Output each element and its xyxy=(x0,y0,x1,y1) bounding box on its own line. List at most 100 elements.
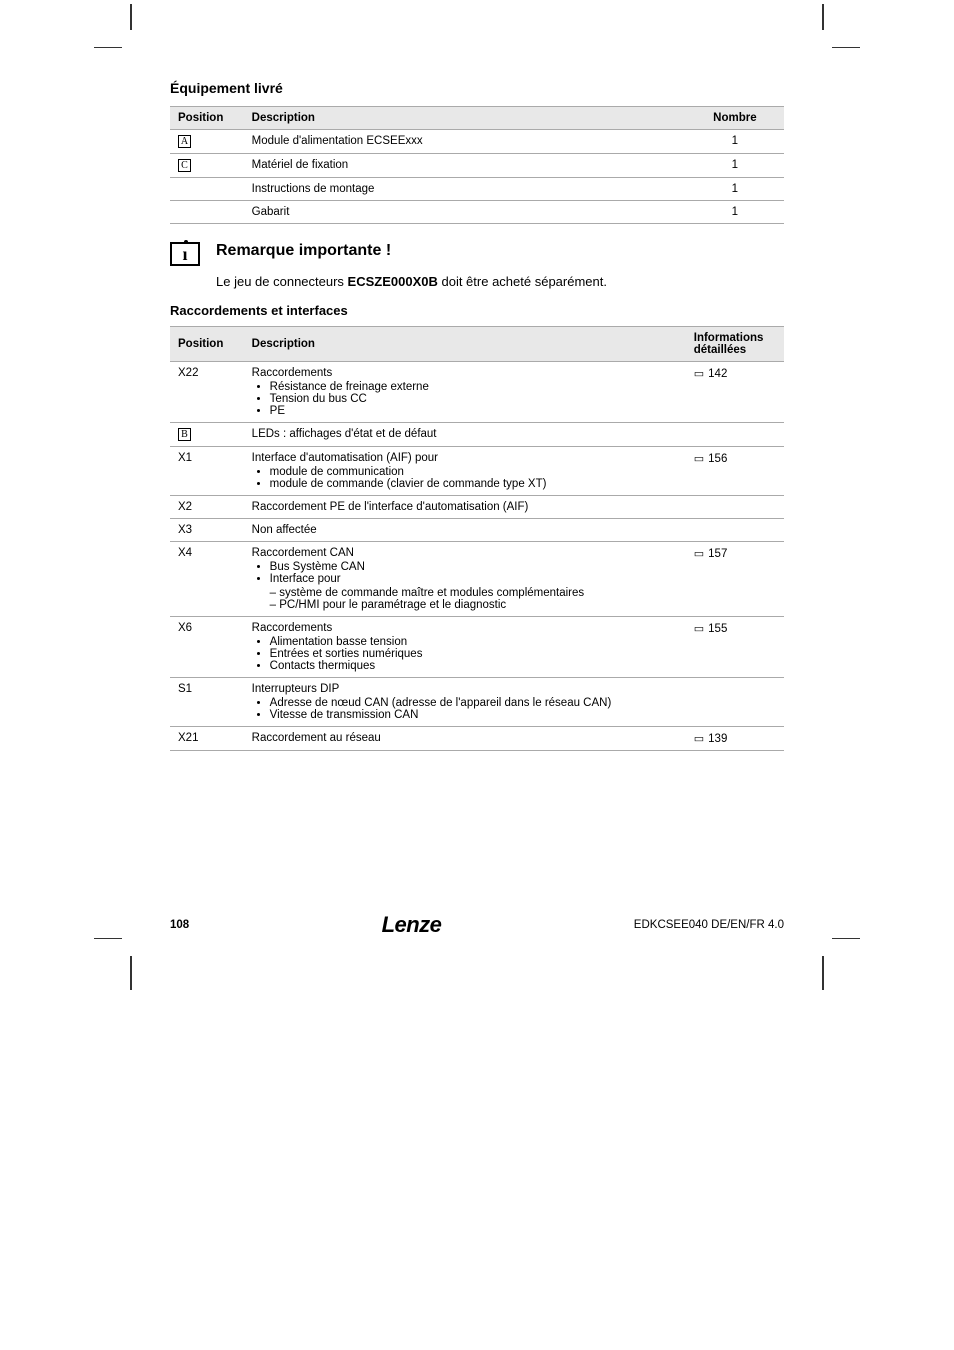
col-info: Informations détaillées xyxy=(686,327,784,362)
cell-position: A xyxy=(170,130,244,154)
list-item: système de commande maître et modules co… xyxy=(270,587,678,599)
note-text-bold: ECSZE000X0B xyxy=(348,274,438,289)
cell-info: 156 xyxy=(686,447,784,496)
book-icon xyxy=(694,548,708,560)
desc-list: Résistance de freinage externe Tension d… xyxy=(252,381,678,417)
list-item: Alimentation basse tension xyxy=(270,636,678,648)
desc-list: module de communication module de comman… xyxy=(252,466,678,490)
book-icon xyxy=(694,623,708,635)
cell-description: Non affectée xyxy=(244,519,686,542)
table-row: X1 Interface d'automatisation (AIF) pour… xyxy=(170,447,784,496)
info-page: 157 xyxy=(708,548,727,560)
col-position: Position xyxy=(170,327,244,362)
table-header-row: Position Description Nombre xyxy=(170,107,784,130)
cell-description: Interrupteurs DIP Adresse de nœud CAN (a… xyxy=(244,678,686,727)
cell-position: S1 xyxy=(170,678,244,727)
cell-description: Interface d'automatisation (AIF) pour mo… xyxy=(244,447,686,496)
list-item: module de communication xyxy=(270,466,678,478)
col-description: Description xyxy=(244,107,686,130)
cell-position: B xyxy=(170,423,244,447)
cell-description: Raccordements Résistance de freinage ext… xyxy=(244,362,686,423)
desc-lead: Raccordements xyxy=(252,622,333,634)
crop-mark-bottom-left xyxy=(94,938,122,956)
info-page: 156 xyxy=(708,453,727,465)
cell-position: X2 xyxy=(170,496,244,519)
book-icon xyxy=(694,453,708,465)
position-icon: A xyxy=(178,135,191,148)
col-description: Description xyxy=(244,327,686,362)
cell-info xyxy=(686,519,784,542)
desc-lead: Interrupteurs DIP xyxy=(252,683,340,695)
col-nombre: Nombre xyxy=(686,107,784,130)
table-row: X21 Raccordement au réseau 139 xyxy=(170,727,784,751)
tick-bottom-left xyxy=(130,968,132,990)
info-page: 142 xyxy=(708,368,727,380)
page-number: 108 xyxy=(170,919,189,931)
cell-info: 142 xyxy=(686,362,784,423)
cell-description: Instructions de montage xyxy=(244,178,686,201)
list-item: Tension du bus CC xyxy=(270,393,678,405)
desc-list: Alimentation basse tension Entrées et so… xyxy=(252,636,678,672)
list-item: Bus Système CAN xyxy=(270,561,678,573)
desc-sublist: système de commande maître et modules co… xyxy=(252,587,678,611)
info-page: 139 xyxy=(708,733,727,745)
crop-mark-bottom-right xyxy=(832,938,860,956)
info-icon: ı xyxy=(170,242,200,266)
table-row: C Matériel de fixation 1 xyxy=(170,154,784,178)
desc-lead: Interface d'automatisation (AIF) pour xyxy=(252,452,438,464)
list-item: Adresse de nœud CAN (adresse de l'appare… xyxy=(270,697,678,709)
cell-description: LEDs : affichages d'état et de défaut xyxy=(244,423,686,447)
cell-info: 155 xyxy=(686,617,784,678)
book-icon xyxy=(694,733,708,745)
table-row: S1 Interrupteurs DIP Adresse de nœud CAN… xyxy=(170,678,784,727)
cell-description: Gabarit xyxy=(244,201,686,224)
tick-bottom-right xyxy=(822,968,824,990)
cell-position: C xyxy=(170,154,244,178)
col-position: Position xyxy=(170,107,244,130)
cell-position: X22 xyxy=(170,362,244,423)
table-header-row: Position Description Informations détail… xyxy=(170,327,784,362)
list-item: Vitesse de transmission CAN xyxy=(270,709,678,721)
list-item: Entrées et sorties numériques xyxy=(270,648,678,660)
note-body: Le jeu de connecteurs ECSZE000X0B doit ê… xyxy=(216,274,784,289)
note-text-post: doit être acheté séparément. xyxy=(438,274,607,289)
crop-mark-top-left xyxy=(94,30,122,48)
important-note: ı Remarque importante ! xyxy=(170,242,784,266)
cell-position: X3 xyxy=(170,519,244,542)
list-item: Interface pour xyxy=(270,573,678,585)
list-item: Résistance de freinage externe xyxy=(270,381,678,393)
connections-table: Position Description Informations détail… xyxy=(170,326,784,751)
cell-description: Raccordement PE de l'interface d'automat… xyxy=(244,496,686,519)
list-item: module de commande (clavier de commande … xyxy=(270,478,678,490)
note-text-pre: Le jeu de connecteurs xyxy=(216,274,348,289)
cell-nombre: 1 xyxy=(686,130,784,154)
cell-nombre: 1 xyxy=(686,201,784,224)
cell-info xyxy=(686,678,784,727)
desc-list: Adresse de nœud CAN (adresse de l'appare… xyxy=(252,697,678,721)
desc-lead: Raccordement CAN xyxy=(252,547,354,559)
cell-info xyxy=(686,423,784,447)
table-row: X3 Non affectée xyxy=(170,519,784,542)
equipment-table: Position Description Nombre A Module d'a… xyxy=(170,106,784,224)
table-row: Gabarit 1 xyxy=(170,201,784,224)
page-footer: 108 Lenze EDKCSEE040 DE/EN/FR 4.0 xyxy=(170,912,784,938)
cell-position xyxy=(170,201,244,224)
list-item: Contacts thermiques xyxy=(270,660,678,672)
cell-position: X4 xyxy=(170,542,244,617)
cell-description: Raccordements Alimentation basse tension… xyxy=(244,617,686,678)
list-item: PE xyxy=(270,405,678,417)
cell-info xyxy=(686,496,784,519)
brand-logo: Lenze xyxy=(382,912,442,938)
list-item: PC/HMI pour le paramétrage et le diagnos… xyxy=(270,599,678,611)
position-icon: B xyxy=(178,428,191,441)
cell-description: Module d'alimentation ECSEExxx xyxy=(244,130,686,154)
table-row: X22 Raccordements Résistance de freinage… xyxy=(170,362,784,423)
cell-description: Matériel de fixation xyxy=(244,154,686,178)
cell-description: Raccordement CAN Bus Système CAN Interfa… xyxy=(244,542,686,617)
position-icon: C xyxy=(178,159,191,172)
cell-description: Raccordement au réseau xyxy=(244,727,686,751)
table-row: B LEDs : affichages d'état et de défaut xyxy=(170,423,784,447)
table-row: X2 Raccordement PE de l'interface d'auto… xyxy=(170,496,784,519)
crop-mark-top-right xyxy=(832,30,860,48)
section-equipment-title: Équipement livré xyxy=(170,80,784,96)
